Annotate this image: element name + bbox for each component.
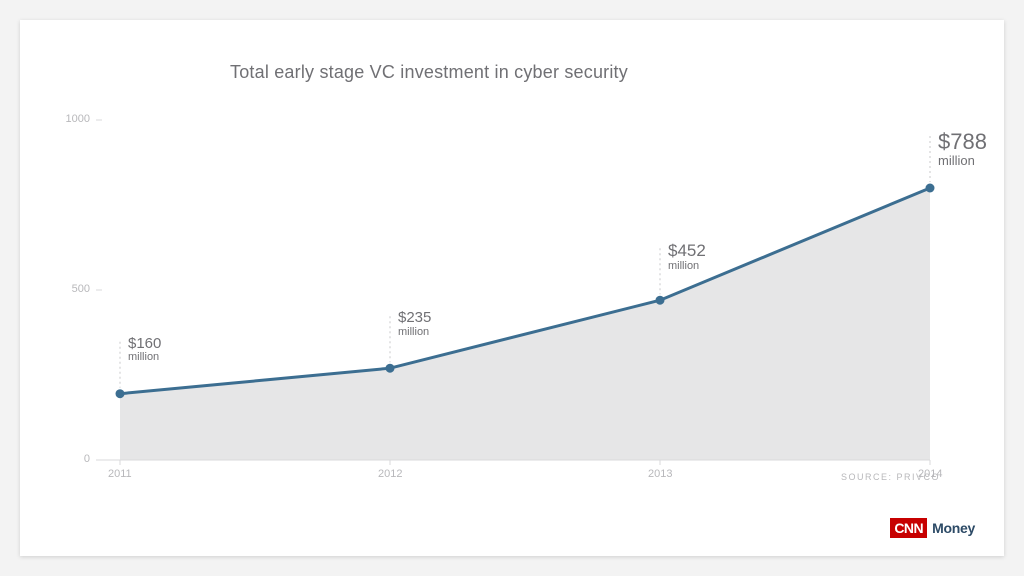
data-point-label: $452million	[668, 242, 706, 272]
data-point-label: $160million	[128, 336, 161, 364]
data-point-amount: $160	[128, 335, 161, 352]
data-point-amount: $452	[668, 241, 706, 260]
data-point-label: $788million	[938, 130, 987, 167]
data-point-amount: $788	[938, 129, 987, 154]
cnn-money-logo: CNN Money	[890, 518, 980, 538]
y-axis-tick-label: 1000	[50, 113, 90, 125]
source-attribution: SOURCE: PRIVCO	[841, 472, 940, 482]
data-point-amount: $235	[398, 309, 431, 326]
x-axis-tick-label: 2013	[648, 468, 672, 480]
data-point-unit: million	[668, 261, 706, 273]
data-point-unit: million	[938, 154, 987, 168]
x-axis-tick-label: 2012	[378, 468, 402, 480]
x-axis-tick-label: 2011	[108, 468, 132, 480]
money-logo-part: Money	[927, 518, 980, 538]
y-axis-tick-label: 0	[50, 453, 90, 465]
data-point-label: $235million	[398, 310, 431, 338]
data-point-unit: million	[398, 327, 431, 339]
y-axis-tick-label: 500	[50, 283, 90, 295]
cnn-logo-part: CNN	[890, 518, 927, 538]
chart-card: Total early stage VC investment in cyber…	[20, 20, 1004, 556]
data-point-unit: million	[128, 352, 161, 364]
